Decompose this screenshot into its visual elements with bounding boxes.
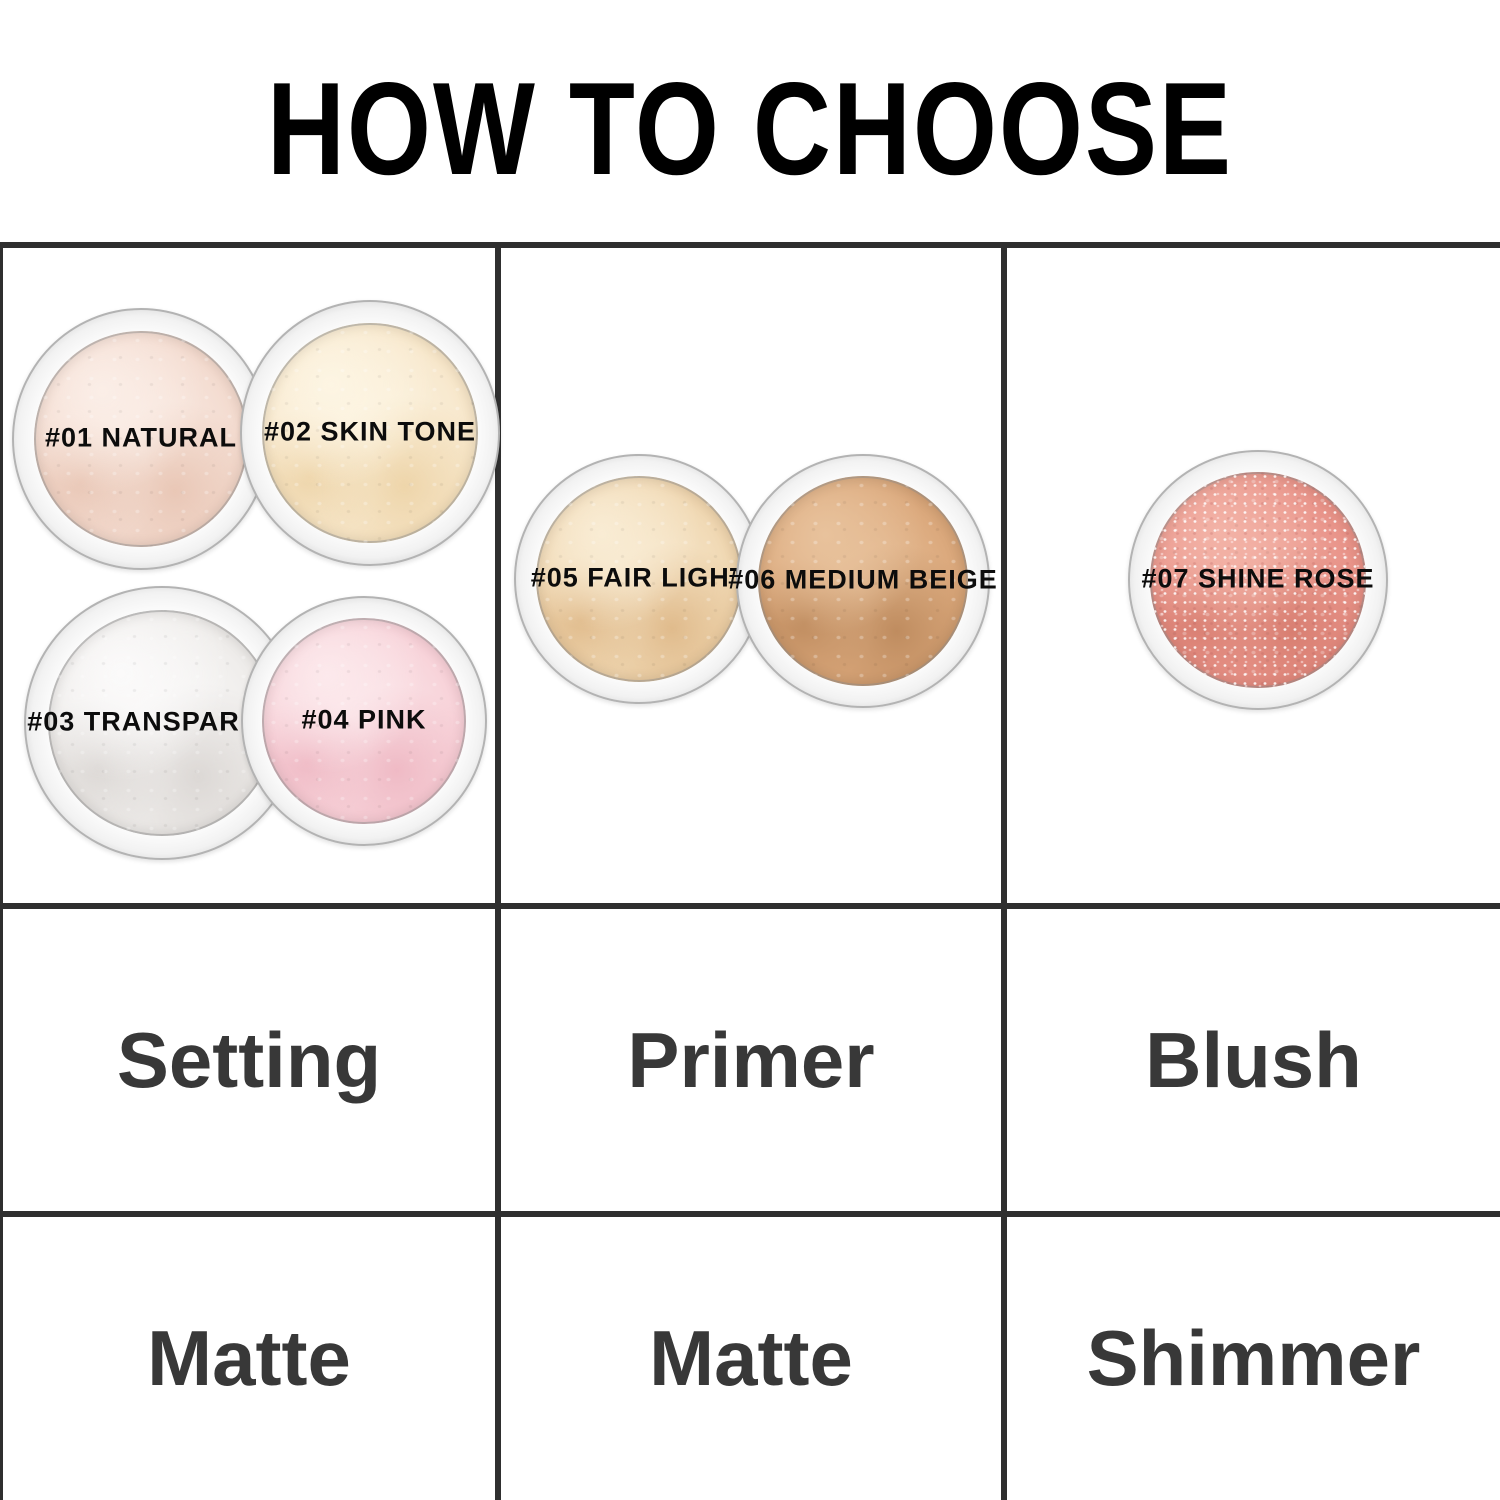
shade-label: #02 SKIN TONE: [263, 416, 477, 447]
powder-surface: [262, 617, 466, 825]
shade-label: #05 FAIR LIGHT: [530, 562, 748, 593]
grid-hline-middle: [0, 903, 1500, 909]
shade-label: #04 PINK: [301, 704, 427, 735]
grid-vline-left-edge: [0, 242, 3, 1500]
powder-surface: [758, 476, 968, 686]
grid-vline-2: [1001, 242, 1007, 1500]
shade-label: #01 NATURAL: [44, 422, 238, 453]
use-label-primer: Primer: [627, 1015, 875, 1104]
powder-surface: [535, 475, 743, 683]
use-label-setting: Setting: [116, 1015, 382, 1104]
grid-hline-top: [0, 242, 1500, 248]
powder-surface-shimmer: [1150, 472, 1366, 688]
finish-label-matte-2: Matte: [649, 1314, 853, 1402]
grid-vline-1: [495, 242, 501, 1500]
shade-label: #07 SHINE ROSE: [1141, 563, 1375, 594]
powder-jar-05-fair-light: #05 FAIR LIGHT: [514, 454, 764, 704]
shade-label: #06 MEDIUM BEIGE: [728, 564, 998, 595]
grid-hline-bottom: [0, 1211, 1500, 1217]
powder-surface: [262, 322, 478, 544]
powder-jar-06-medium-beige: #06 MEDIUM BEIGE: [728, 454, 997, 708]
page-title: HOW TO CHOOSE: [266, 54, 1234, 203]
powder-jar-03-transparent: #03 TRANSPARENT: [24, 586, 300, 860]
use-label-blush: Blush: [1145, 1015, 1362, 1104]
powder-jar-02-skin-tone: #02 SKIN TONE: [240, 300, 500, 566]
finish-label-matte-1: Matte: [147, 1314, 351, 1402]
finish-label-shimmer: Shimmer: [1086, 1314, 1421, 1402]
powder-surface: [34, 330, 248, 548]
powder-jar-07-shine-rose: #07 SHINE ROSE: [1128, 450, 1388, 710]
powder-surface: [47, 609, 277, 837]
powder-jar-04-pink: #04 PINK: [241, 596, 487, 846]
